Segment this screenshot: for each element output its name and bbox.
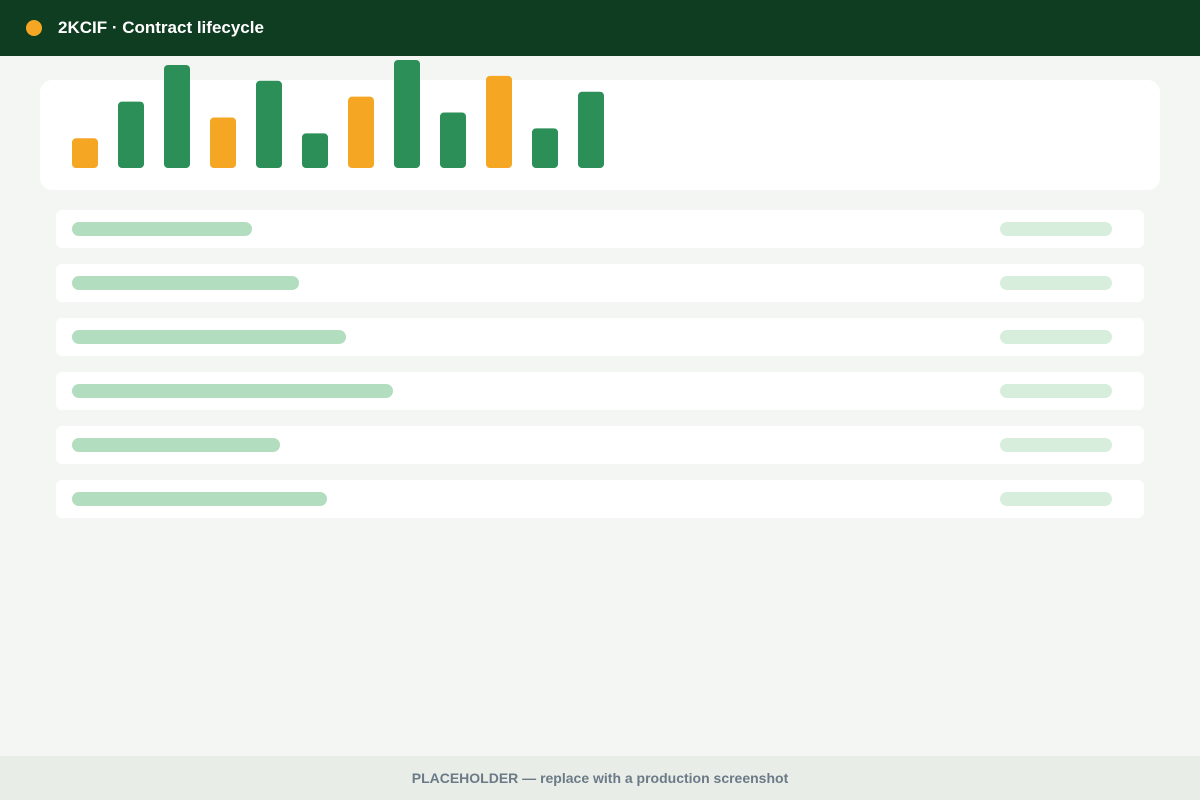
- list-item[interactable]: [56, 318, 1144, 356]
- chart-bar: [118, 101, 144, 168]
- list-item-placeholder-secondary: [1000, 438, 1112, 452]
- list-item-placeholder-primary: [72, 492, 327, 506]
- chart-bar: [348, 96, 374, 168]
- list-item[interactable]: [56, 372, 1144, 410]
- list-item-placeholder-secondary: [1000, 492, 1112, 506]
- list-item[interactable]: [56, 264, 1144, 302]
- footer-text: PLACEHOLDER — replace with a production …: [411, 770, 789, 786]
- chart-bar: [578, 91, 604, 168]
- top-bar: 2KCIF · Contract lifecycle: [0, 0, 1200, 56]
- list-item-placeholder-primary: [72, 330, 346, 344]
- page-title: 2KCIF · Contract lifecycle: [58, 18, 264, 37]
- chart-bar: [394, 59, 420, 169]
- chart-bar: [256, 80, 282, 168]
- chart-bar: [164, 64, 190, 168]
- bar-chart: [72, 59, 604, 169]
- list-item[interactable]: [56, 426, 1144, 464]
- chart-bar: [72, 138, 98, 168]
- list-item-placeholder-secondary: [1000, 384, 1112, 398]
- list-item-placeholder-primary: [72, 276, 299, 290]
- chart-bar: [532, 128, 558, 168]
- list-item-placeholder-secondary: [1000, 330, 1112, 344]
- chart-bar: [486, 75, 512, 168]
- brand-dot-icon: [26, 20, 42, 36]
- footer: PLACEHOLDER — replace with a production …: [0, 756, 1200, 800]
- list-item-placeholder-secondary: [1000, 276, 1112, 290]
- list-item[interactable]: [56, 480, 1144, 518]
- list-item-placeholder-primary: [72, 222, 252, 236]
- chart-bar: [302, 133, 328, 168]
- list-item-placeholder-primary: [72, 438, 280, 452]
- list-item[interactable]: [56, 210, 1144, 248]
- chart-bar: [210, 117, 236, 168]
- list-item-placeholder-secondary: [1000, 222, 1112, 236]
- chart-bar: [440, 112, 466, 168]
- list-item-placeholder-primary: [72, 384, 393, 398]
